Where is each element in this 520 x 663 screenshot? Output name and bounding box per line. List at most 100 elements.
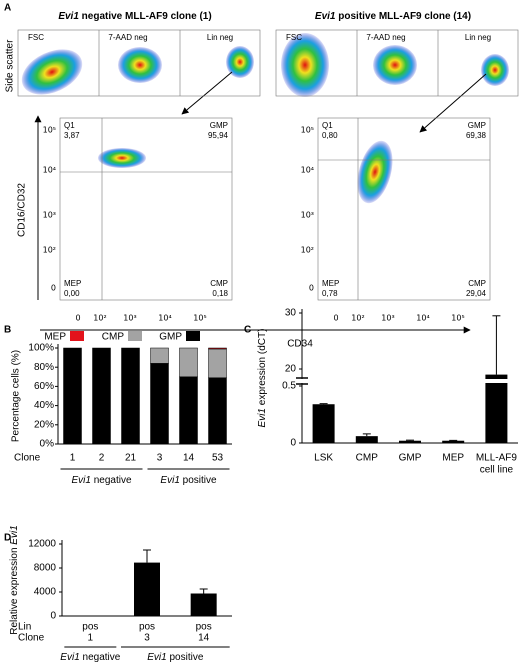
x-tick-label: CMP — [356, 453, 379, 464]
gate-label: FSC — [28, 33, 44, 42]
bar — [485, 374, 508, 443]
y-axis-label: Percentage cells (%) — [11, 350, 22, 442]
y-tick-label: 10² — [301, 246, 314, 255]
x-tick-label: 10³ — [123, 314, 136, 323]
quadrant-value: 0,18 — [212, 289, 228, 298]
x-tick-label: GMP — [399, 453, 422, 464]
x-tick-label: 1 — [88, 633, 94, 644]
quadrant-name: MEP — [322, 279, 339, 288]
y-axis-label-italic: Evi1 — [257, 408, 268, 427]
gate-label: 7-AAD neg — [366, 33, 405, 42]
x-tick-label: 14 — [183, 453, 195, 464]
y-axis-label: Evi1 expression (dCT) — [257, 329, 268, 428]
bar-segment — [179, 376, 198, 445]
quadrant-name: Q1 — [322, 121, 333, 130]
legend-label: CMP — [102, 332, 125, 343]
quadrant-name: GMP — [210, 121, 228, 130]
quadrant-name: CMP — [210, 279, 228, 288]
axes — [61, 540, 232, 617]
group-label-rest: positive — [167, 652, 204, 663]
bar — [134, 562, 160, 616]
bar-segment — [92, 347, 111, 445]
gate-label: Lin neg — [207, 33, 233, 42]
y-tick-label: 8000 — [34, 563, 57, 574]
dot-plot — [317, 117, 491, 301]
y-tick-label: 10⁵ — [43, 126, 56, 135]
y-tick-label: 10⁵ — [301, 126, 314, 135]
x-tick-label: 14 — [198, 633, 210, 644]
group-label-italic: Evi1 — [60, 652, 79, 663]
bar — [190, 593, 217, 616]
group-label: Evi1 negative — [60, 652, 120, 663]
quadrant-value: 0,78 — [322, 289, 338, 298]
y-tick-label: 4000 — [34, 587, 57, 598]
gate-strip — [17, 29, 261, 97]
plot-title-rest: positive MLL-AF9 clone (14) — [336, 11, 472, 22]
y-tick-label: 60% — [34, 381, 54, 392]
panel-label: D — [4, 533, 11, 544]
y-tick-label: 12000 — [28, 539, 56, 550]
y-tick-label: 0 — [50, 611, 56, 622]
bar-segment — [121, 347, 140, 445]
x-tick-label: 3 — [157, 453, 163, 464]
y-axis-label: Relative expression Evi1 — [9, 525, 20, 635]
y-tick-label: 0 — [290, 438, 296, 449]
bar-segment — [150, 363, 169, 445]
quadrant-name: MEP — [64, 279, 81, 288]
quadrant-value: 3,87 — [64, 131, 80, 140]
side-scatter-label: Side scatter — [5, 39, 16, 92]
gate-label: Lin neg — [465, 33, 491, 42]
y-tick-label: 0% — [40, 439, 55, 450]
bar-segment — [150, 347, 169, 364]
x-tick-label: 1 — [70, 453, 76, 464]
group-label-italic: Evi1 — [147, 652, 166, 663]
legend-swatch — [186, 331, 200, 341]
y-tick-label: 10³ — [301, 211, 314, 220]
y-tick-label: 80% — [34, 362, 54, 373]
quadrant-value: 95,94 — [208, 131, 229, 140]
x-tick-label: 10³ — [381, 314, 394, 323]
bar — [399, 440, 421, 443]
x-tick-label: 53 — [212, 453, 224, 464]
axis-break — [296, 379, 518, 383]
quadrant-value: 29,04 — [466, 289, 487, 298]
group-label-italic: Evi1 — [71, 475, 90, 486]
bar — [442, 440, 465, 443]
quadrant-name: CMP — [468, 279, 486, 288]
gate-label: FSC — [286, 33, 302, 42]
group-label-italic: Evi1 — [160, 475, 179, 486]
legend-swatch — [70, 331, 84, 341]
x-tick-label: 2 — [99, 453, 105, 464]
gate-strip — [275, 29, 519, 97]
plot-title-italic: Evi1 — [58, 11, 79, 22]
panel-label: A — [4, 3, 11, 14]
y-tick-label: 10⁴ — [301, 166, 314, 175]
y-tick-label: 30 — [285, 308, 297, 319]
row-label: Clone — [18, 633, 45, 644]
bar-segment — [63, 347, 82, 445]
y-tick-label: 20 — [285, 364, 297, 375]
quadrant-value: 69,38 — [466, 131, 487, 140]
y-tick-label: 10² — [43, 246, 56, 255]
y-tick-label: 0 — [309, 284, 314, 293]
y-tick-label: 40% — [34, 400, 54, 411]
y-axis-label-rest: expression (dCT) — [257, 329, 268, 408]
group-label-rest: negative — [91, 475, 132, 486]
panel-label: C — [244, 325, 251, 336]
x-tick-label: 10⁴ — [416, 314, 429, 323]
y-tick-label: 20% — [34, 419, 54, 430]
plot-title: Evi1 positive MLL-AF9 clone (14) — [315, 11, 471, 22]
x-tick-label: 0 — [75, 314, 80, 323]
x-tick-label: 0 — [333, 314, 338, 323]
x-tick-label: 21 — [125, 453, 137, 464]
y-tick-label: 10³ — [43, 211, 56, 220]
y-axis-label-italic: Evi1 — [9, 525, 20, 544]
x-tick-label: cell line — [480, 465, 514, 476]
density-blobs — [21, 33, 509, 204]
y-axis-label-rest: Relative expression — [9, 545, 20, 635]
legend-swatch — [128, 331, 142, 341]
x-tick-label: MLL-AF9 — [476, 453, 518, 464]
x-tick-label: 10² — [93, 314, 106, 323]
legend-label: MEP — [44, 332, 66, 343]
